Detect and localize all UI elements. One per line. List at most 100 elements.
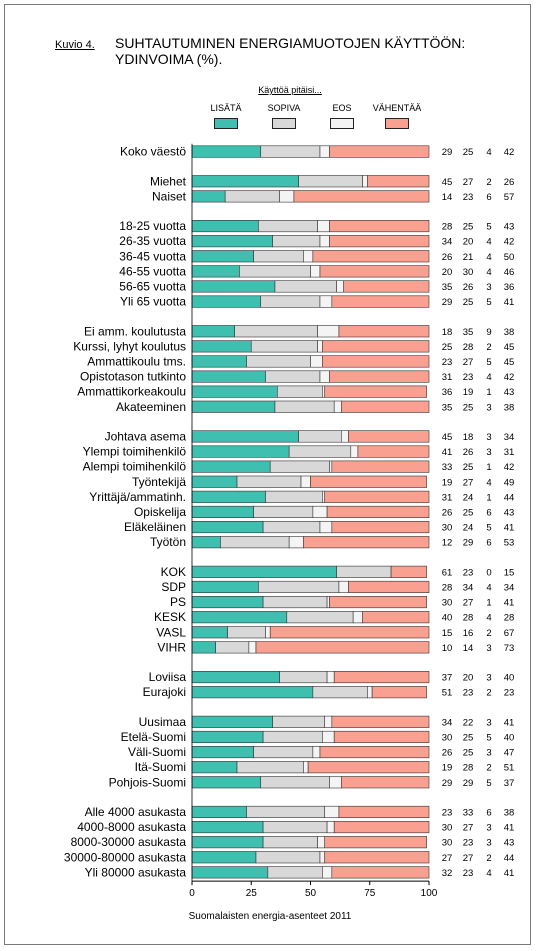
bar-segment: [329, 460, 333, 473]
bar-segment: [322, 340, 430, 353]
source-note: Suomalaisten energia-asenteet 2011: [188, 911, 352, 922]
value-label: 38: [504, 807, 515, 818]
bar-segment: [262, 730, 323, 744]
bar-segment: [322, 385, 326, 398]
value-label: 27: [463, 853, 474, 864]
bar-segment: [191, 626, 228, 639]
value-label: 45: [504, 342, 515, 353]
value-label: 33: [463, 807, 474, 818]
bar-segment: [312, 505, 328, 519]
bar-segment: [288, 445, 352, 458]
bar-segment: [298, 175, 363, 188]
value-label: 3: [486, 402, 491, 413]
category-label: 8000-30000 asukasta: [71, 835, 187, 849]
value-label: 19: [463, 387, 474, 398]
legend-label-vahentaa: VÄHENTÄÄ: [372, 103, 422, 113]
bar-segment: [319, 851, 326, 864]
bar-segment: [350, 445, 359, 458]
bar-segment: [362, 175, 368, 188]
bar-segment: [236, 761, 304, 774]
bar-segment: [348, 580, 430, 594]
value-label: 20: [442, 267, 453, 278]
bar-segment: [324, 490, 430, 503]
value-label: 42: [504, 372, 515, 383]
category-label: Alempi toimihenkilö: [83, 460, 187, 474]
value-label: 4: [486, 477, 491, 488]
bar-segment: [274, 400, 335, 413]
value-label: 5: [486, 222, 491, 233]
value-label: 25: [442, 342, 453, 353]
bar-segment: [324, 851, 430, 864]
bar-segment: [220, 536, 290, 549]
value-label: 27: [463, 598, 474, 609]
bar-segment: [191, 761, 238, 774]
bar-segment: [191, 820, 264, 834]
bar-segment: [253, 505, 314, 519]
bar-segment: [265, 490, 323, 503]
category-label: VIHR: [157, 640, 186, 654]
bar-segment: [338, 325, 430, 338]
category-label: Ammattikoulu tms.: [87, 354, 186, 368]
bar-segment: [331, 715, 430, 728]
bar-segment: [303, 536, 430, 549]
bar-segment: [191, 686, 314, 699]
value-label: 20: [463, 673, 474, 684]
category-label: 36-45 vuotta: [119, 249, 186, 263]
value-label: 28: [442, 222, 453, 233]
category-label: Yrittäjä/ammatinh.: [89, 490, 186, 504]
value-label: 2: [486, 763, 491, 774]
bar-segment: [191, 340, 252, 353]
value-label: 3: [486, 282, 491, 293]
value-label: 44: [504, 492, 515, 503]
bar-segment: [312, 250, 430, 263]
category-label: Itä-Suomi: [135, 760, 186, 774]
category-label: Eurajoki: [143, 685, 186, 699]
value-label: 73: [504, 643, 515, 654]
category-label: 26-35 vuotta: [119, 234, 186, 248]
bar-segment: [288, 536, 304, 549]
category-label: Koko väestö: [120, 145, 186, 159]
value-label: 2: [486, 853, 491, 864]
value-label: 24: [463, 523, 474, 534]
bar-segment: [324, 836, 427, 849]
bar-segment: [329, 370, 430, 383]
bar-segment: [191, 490, 266, 503]
legend-swatch-eos: [330, 118, 354, 129]
value-label: 37: [504, 778, 515, 789]
bar-segment: [333, 820, 430, 834]
bar-segment: [191, 190, 226, 203]
value-label: 41: [504, 523, 515, 534]
category-label: Opiskelija: [134, 505, 186, 519]
bar-segment: [191, 445, 290, 458]
value-label: 19: [442, 477, 453, 488]
bar-segment: [319, 235, 330, 248]
value-label: 3: [486, 432, 491, 443]
category-label: Yli 65 vuotta: [120, 295, 186, 309]
value-label: 23: [442, 357, 453, 368]
bar-segment: [191, 745, 254, 759]
legend-swatch-lisata: [214, 118, 238, 129]
bar-segment: [329, 220, 430, 233]
value-label: 18: [463, 432, 474, 443]
value-label: 0: [486, 567, 491, 578]
category-label: Eläkeläinen: [124, 520, 186, 534]
bar-segment: [246, 355, 311, 368]
bar-segment: [255, 851, 321, 864]
bar-segment: [322, 866, 333, 879]
value-label: 2: [486, 628, 491, 639]
category-label: Opistotason tutkinto: [80, 370, 186, 384]
bar-segment: [329, 776, 342, 789]
bar-segment: [312, 686, 368, 699]
bar-segment: [317, 220, 330, 233]
bar-segment: [191, 730, 264, 744]
value-label: 42: [504, 237, 515, 248]
bar-segment: [191, 250, 254, 263]
bar-segment: [319, 745, 430, 759]
value-label: 25: [463, 732, 474, 743]
value-label: 30: [442, 523, 453, 534]
bar-segment: [317, 340, 323, 353]
bar-segment: [191, 175, 299, 188]
bar-segment: [310, 265, 321, 278]
category-label: Naiset: [152, 189, 187, 203]
bar-segment: [293, 190, 430, 203]
